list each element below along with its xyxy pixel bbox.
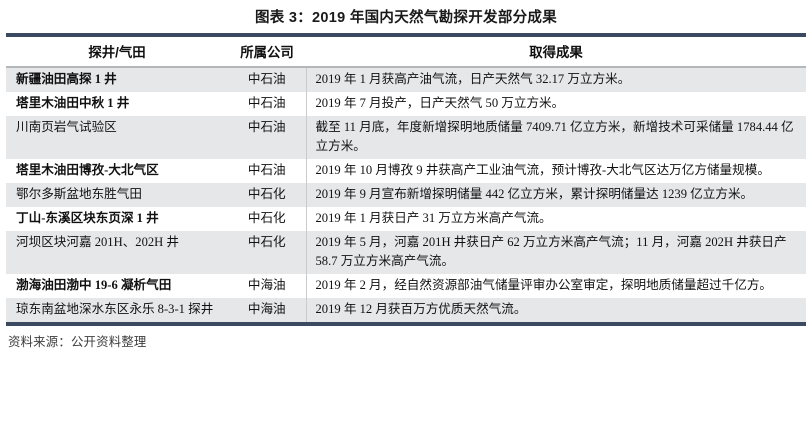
table-row: 渤海油田渤中 19-6 凝析气田 中海油 2019 年 2 月，经自然资源部油气…	[6, 274, 806, 298]
results-table-body: 新疆油田高探 1 井 中石油 2019 年 1 月获高产油气流，日产天然气 32…	[6, 68, 806, 322]
cell-company: 中石油	[228, 92, 307, 116]
figure-title: 图表 3：2019 年国内天然气勘探开发部分成果	[254, 10, 558, 26]
cell-well: 塔里木油田博孜-大北气区	[6, 159, 228, 183]
table-header-rule	[6, 66, 806, 68]
table-top-rule	[6, 33, 806, 37]
source-note: 资料来源：公开资料整理	[8, 335, 147, 349]
column-header-result: 取得成果	[306, 37, 806, 66]
cell-company: 中石化	[228, 231, 307, 274]
cell-well: 丁山-东溪区块东页深 1 井	[6, 207, 228, 231]
table-row: 川南页岩气试验区 中石油 截至 11 月底，年度新增探明地质储量 7409.71…	[6, 116, 806, 159]
cell-well: 新疆油田高探 1 井	[6, 68, 228, 92]
cell-well: 琼东南盆地深水东区永乐 8-3-1 探井	[6, 298, 228, 322]
cell-result: 2019 年 2 月，经自然资源部油气储量评审办公室审定，探明地质储量超过千亿方…	[306, 274, 806, 298]
table-row: 鄂尔多斯盆地东胜气田 中石化 2019 年 9 月宣布新增探明储量 442 亿立…	[6, 183, 806, 207]
cell-company: 中石油	[228, 116, 307, 159]
cell-result: 2019 年 5 月，河嘉 201H 井获日产 62 万立方米高产气流；11 月…	[306, 231, 806, 274]
cell-well: 川南页岩气试验区	[6, 116, 228, 159]
cell-company: 中海油	[228, 298, 307, 322]
cell-result: 截至 11 月底，年度新增探明地质储量 7409.71 亿立方米，新增技术可采储…	[306, 116, 806, 159]
table-header-row: 探井/气田 所属公司 取得成果	[6, 37, 806, 66]
table-row: 新疆油田高探 1 井 中石油 2019 年 1 月获高产油气流，日产天然气 32…	[6, 68, 806, 92]
table-header: 探井/气田 所属公司 取得成果	[6, 37, 806, 66]
cell-well: 鄂尔多斯盆地东胜气田	[6, 183, 228, 207]
cell-company: 中石油	[228, 159, 307, 183]
cell-well: 塔里木油田中秋 1 井	[6, 92, 228, 116]
column-header-well: 探井/气田	[6, 37, 228, 66]
table-row: 塔里木油田博孜-大北气区 中石油 2019 年 10 月博孜 9 井获高产工业油…	[6, 159, 806, 183]
table-body: 新疆油田高探 1 井 中石油 2019 年 1 月获高产油气流，日产天然气 32…	[6, 68, 806, 322]
table-row: 塔里木油田中秋 1 井 中石油 2019 年 7 月投产，日产天然气 50 万立…	[6, 92, 806, 116]
cell-company: 中海油	[228, 274, 307, 298]
cell-result: 2019 年 9 月宣布新增探明储量 442 亿立方米，累计探明储量达 1239…	[306, 183, 806, 207]
cell-company: 中石油	[228, 68, 307, 92]
table-row: 河坝区块河嘉 201H、202H 井 中石化 2019 年 5 月，河嘉 201…	[6, 231, 806, 274]
cell-company: 中石化	[228, 207, 307, 231]
table-bottom-rule	[6, 322, 806, 326]
table-row: 琼东南盆地深水东区永乐 8-3-1 探井 中海油 2019 年 12 月获百万方…	[6, 298, 806, 322]
cell-result: 2019 年 1 月获日产 31 万立方米高产气流。	[306, 207, 806, 231]
cell-result: 2019 年 10 月博孜 9 井获高产工业油气流，预计博孜-大北气区达万亿方储…	[306, 159, 806, 183]
cell-well: 河坝区块河嘉 201H、202H 井	[6, 231, 228, 274]
table-row: 丁山-东溪区块东页深 1 井 中石化 2019 年 1 月获日产 31 万立方米…	[6, 207, 806, 231]
column-header-company: 所属公司	[228, 37, 306, 66]
cell-result: 2019 年 7 月投产，日产天然气 50 万立方米。	[306, 92, 806, 116]
cell-company: 中石化	[228, 183, 307, 207]
cell-result: 2019 年 1 月获高产油气流，日产天然气 32.17 万立方米。	[306, 68, 806, 92]
cell-well: 渤海油田渤中 19-6 凝析气田	[6, 274, 228, 298]
results-table: 探井/气田 所属公司 取得成果	[6, 37, 806, 66]
cell-result: 2019 年 12 月获百万方优质天然气流。	[306, 298, 806, 322]
